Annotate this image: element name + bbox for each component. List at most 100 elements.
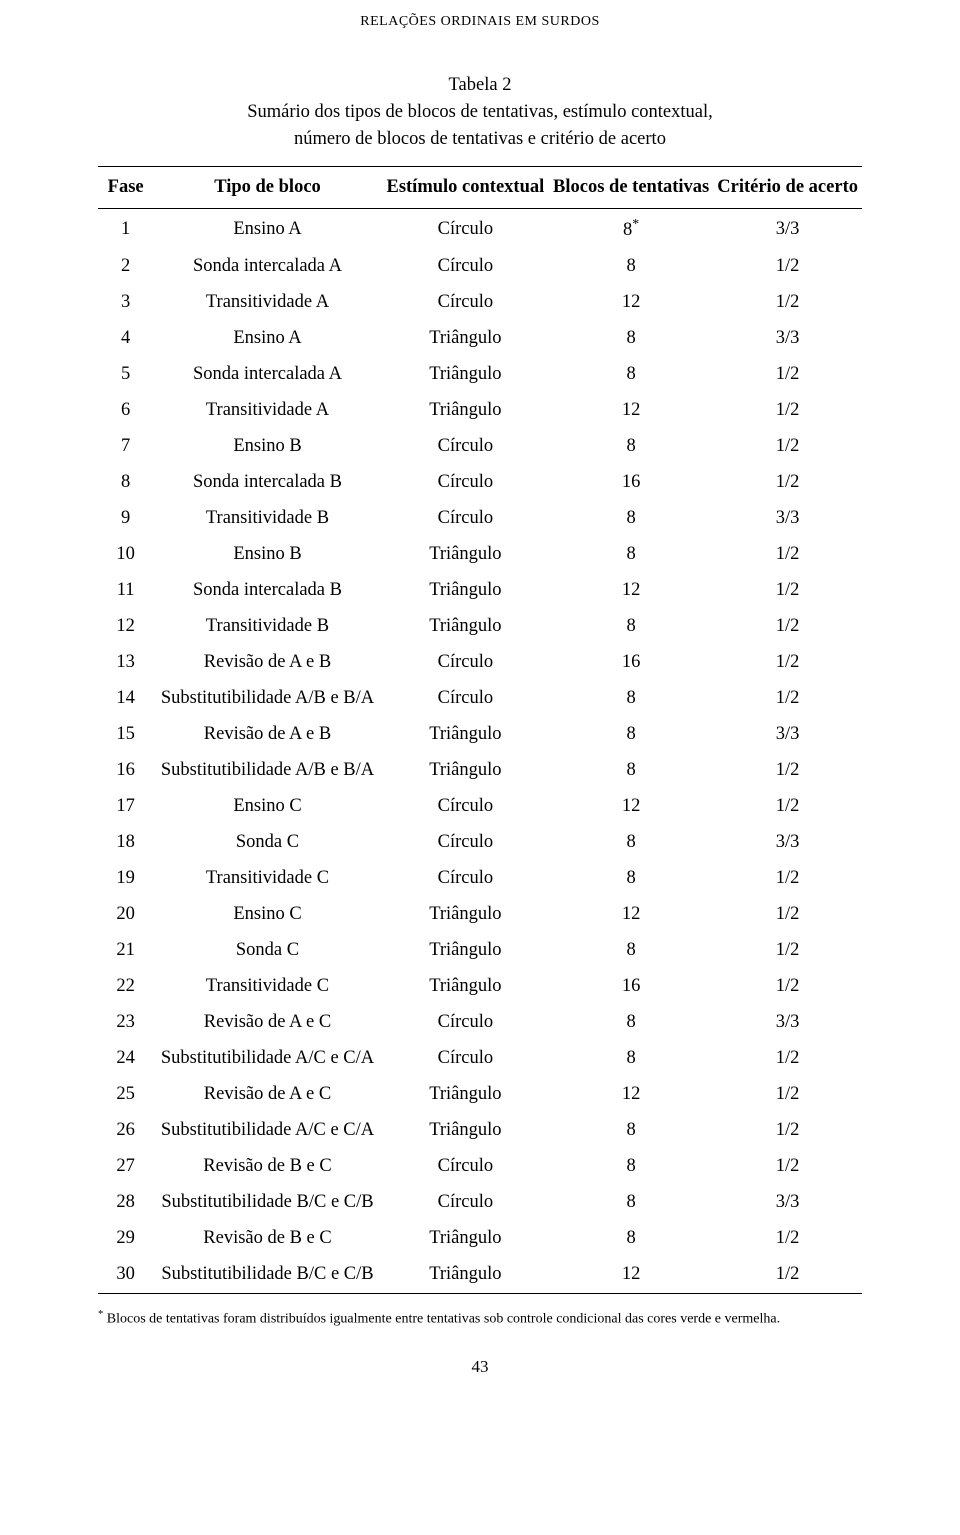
table-cell: 12	[98, 609, 153, 645]
table-cell: Ensino A	[153, 209, 381, 249]
table-header-cell: Tipo de bloco	[153, 167, 381, 209]
table-cell: 8	[549, 1005, 713, 1041]
table-cell: Substitutibilidade A/B e B/A	[153, 753, 381, 789]
table-title-line1: Tabela 2	[449, 75, 512, 95]
table-cell: 2	[98, 249, 153, 285]
table-row: 21Sonda CTriângulo81/2	[98, 933, 862, 969]
table-cell: 8	[549, 501, 713, 537]
table-cell: 23	[98, 1005, 153, 1041]
table-cell: Triângulo	[382, 753, 549, 789]
table-cell: 8	[549, 681, 713, 717]
table-row: 9Transitividade BCírculo83/3	[98, 501, 862, 537]
table-cell: Revisão de B e C	[153, 1149, 381, 1185]
table-cell: Círculo	[382, 1185, 549, 1221]
table-cell: Sonda intercalada B	[153, 573, 381, 609]
table-cell: 12	[549, 573, 713, 609]
table-cell: Substitutibilidade B/C e C/B	[153, 1257, 381, 1294]
table-cell: 16	[549, 645, 713, 681]
table-cell: 8	[549, 861, 713, 897]
table-cell: 8	[549, 717, 713, 753]
table-cell: 3/3	[713, 1005, 862, 1041]
table-cell: Transitividade B	[153, 609, 381, 645]
table-cell: 12	[549, 393, 713, 429]
table-cell: Círculo	[382, 501, 549, 537]
table-title: Tabela 2 Sumário dos tipos de blocos de …	[98, 72, 862, 152]
table-cell: Revisão de A e B	[153, 717, 381, 753]
table-cell: Círculo	[382, 825, 549, 861]
table-cell: 12	[549, 897, 713, 933]
table-cell: 8	[549, 753, 713, 789]
table-cell: 11	[98, 573, 153, 609]
table-row: 18Sonda CCírculo83/3	[98, 825, 862, 861]
table-row: 17Ensino CCírculo121/2	[98, 789, 862, 825]
table-row: 20Ensino CTriângulo121/2	[98, 897, 862, 933]
table-cell: Ensino A	[153, 321, 381, 357]
table-cell: 3/3	[713, 321, 862, 357]
table-cell: 1	[98, 209, 153, 249]
table-cell: Ensino C	[153, 897, 381, 933]
table-cell: Triângulo	[382, 1221, 549, 1257]
table-cell: 15	[98, 717, 153, 753]
table-row: 15Revisão de A e BTriângulo83/3	[98, 717, 862, 753]
table-cell: Transitividade C	[153, 861, 381, 897]
table-row: 25Revisão de A e CTriângulo121/2	[98, 1077, 862, 1113]
table-cell: Sonda intercalada A	[153, 249, 381, 285]
table-cell: Sonda intercalada B	[153, 465, 381, 501]
table-row: 16Substitutibilidade A/B e B/ATriângulo8…	[98, 753, 862, 789]
table-cell: Transitividade A	[153, 285, 381, 321]
table-cell: 1/2	[713, 753, 862, 789]
table-body: 1Ensino ACírculo8*3/32Sonda intercalada …	[98, 209, 862, 1293]
table-cell: 7	[98, 429, 153, 465]
table-cell: 8*	[549, 209, 713, 249]
table-cell: 1/2	[713, 969, 862, 1005]
table-cell: 30	[98, 1257, 153, 1294]
table-cell: 1/2	[713, 897, 862, 933]
table-row: 5Sonda intercalada ATriângulo81/2	[98, 357, 862, 393]
table-cell: Transitividade A	[153, 393, 381, 429]
table-cell: Ensino B	[153, 429, 381, 465]
table-cell: 8	[549, 429, 713, 465]
table-header-cell: Critério de acerto	[713, 167, 862, 209]
table-cell: 25	[98, 1077, 153, 1113]
table-cell: 22	[98, 969, 153, 1005]
table-cell: 12	[549, 1257, 713, 1294]
table-cell: Sonda C	[153, 825, 381, 861]
table-cell: 8	[549, 1149, 713, 1185]
table-cell: 5	[98, 357, 153, 393]
data-table: FaseTipo de blocoEstímulo contextualBloc…	[98, 166, 862, 1293]
table-cell: Substitutibilidade A/B e B/A	[153, 681, 381, 717]
table-cell: 1/2	[713, 285, 862, 321]
table-cell: 10	[98, 537, 153, 573]
page-number: 43	[98, 1357, 862, 1377]
table-cell: 8	[549, 1041, 713, 1077]
table-cell: Triângulo	[382, 1257, 549, 1294]
table-footnote: * Blocos de tentativas foram distribuído…	[98, 1308, 862, 1329]
table-row: 26Substitutibilidade A/C e C/ATriângulo8…	[98, 1113, 862, 1149]
table-cell: 3/3	[713, 825, 862, 861]
table-cell: Triângulo	[382, 609, 549, 645]
table-cell: Triângulo	[382, 1077, 549, 1113]
table-cell: 3/3	[713, 501, 862, 537]
table-row: 3Transitividade ACírculo121/2	[98, 285, 862, 321]
table-cell: 6	[98, 393, 153, 429]
table-cell: 1/2	[713, 393, 862, 429]
table-cell: Triângulo	[382, 537, 549, 573]
table-cell: 20	[98, 897, 153, 933]
table-cell: 1/2	[713, 1257, 862, 1294]
table-cell: Círculo	[382, 1005, 549, 1041]
table-row: 30Substitutibilidade B/C e C/BTriângulo1…	[98, 1257, 862, 1294]
table-cell: 12	[549, 285, 713, 321]
table-cell: Círculo	[382, 681, 549, 717]
table-cell: Ensino B	[153, 537, 381, 573]
table-row: 6Transitividade ATriângulo121/2	[98, 393, 862, 429]
table-cell: Triângulo	[382, 933, 549, 969]
table-header-cell: Blocos de tentativas	[549, 167, 713, 209]
table-cell: Revisão de A e B	[153, 645, 381, 681]
table-cell: Círculo	[382, 249, 549, 285]
table-cell: 8	[549, 321, 713, 357]
table-cell: 29	[98, 1221, 153, 1257]
table-cell: 1/2	[713, 861, 862, 897]
table-cell: 28	[98, 1185, 153, 1221]
table-row: 29Revisão de B e CTriângulo81/2	[98, 1221, 862, 1257]
table-cell: 1/2	[713, 681, 862, 717]
